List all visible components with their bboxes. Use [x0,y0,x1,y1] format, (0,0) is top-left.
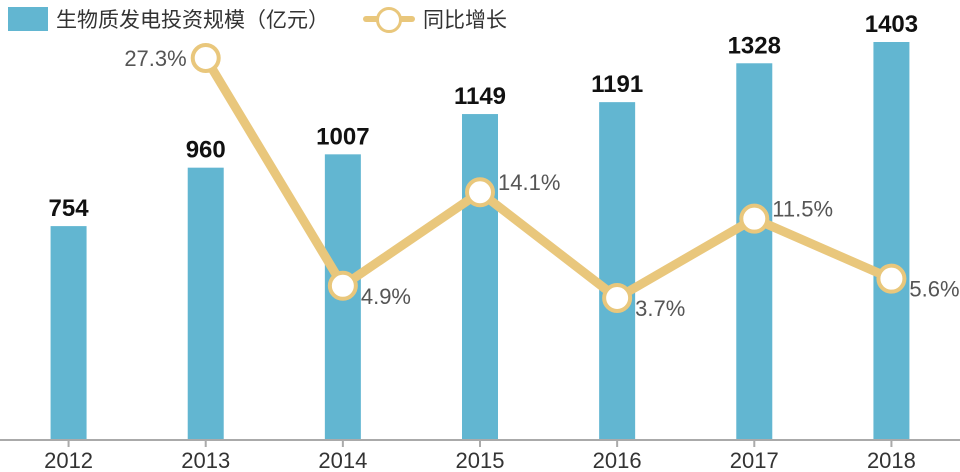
growth-label: 27.3% [124,46,186,71]
growth-point-2013 [190,43,221,73]
legend-bar-label: 生物质发电投资规模（亿元） [56,9,329,32]
growth-label: 11.5% [772,197,833,222]
bar-value-label: 1328 [728,32,781,59]
growth-point-2014 [327,270,358,301]
x-tick-label: 2015 [456,448,505,472]
growth-point-2016 [602,283,633,313]
bar-value-label: 1191 [591,71,643,98]
bar-value-label: 1403 [865,11,918,38]
legend-line-label: 同比增长 [423,9,507,32]
legend: 生物质发电投资规模（亿元） 同比增长 [8,4,507,34]
bar-2018 [873,42,910,440]
growth-point-2017 [739,203,770,234]
x-tick-label: 2018 [867,448,916,472]
legend-line-marker [363,7,415,33]
x-tick-label: 2016 [593,448,642,472]
bar-value-label: 1007 [316,123,369,150]
growth-label: 3.7% [635,296,685,321]
x-tick-label: 2017 [730,448,779,472]
bar-2012 [50,226,87,440]
growth-point-2018 [876,263,907,294]
bar-2015 [462,114,498,440]
growth-point-2015 [465,177,495,208]
bar-value-label: 1149 [454,83,506,110]
growth-label: 14.1% [498,170,560,195]
x-tick-label: 2014 [318,448,367,472]
bar-value-label: 960 [186,137,226,164]
bar-2013 [187,167,224,440]
legend-bar-swatch [8,7,48,31]
growth-label: 5.6% [909,277,959,302]
bar-2016 [599,102,636,440]
x-tick-label: 2012 [44,448,93,472]
bar-2017 [736,63,773,440]
growth-label: 4.9% [361,284,411,309]
x-tick-label: 2013 [181,448,230,472]
bar-value-label: 754 [49,195,90,222]
growth-line [201,53,896,303]
